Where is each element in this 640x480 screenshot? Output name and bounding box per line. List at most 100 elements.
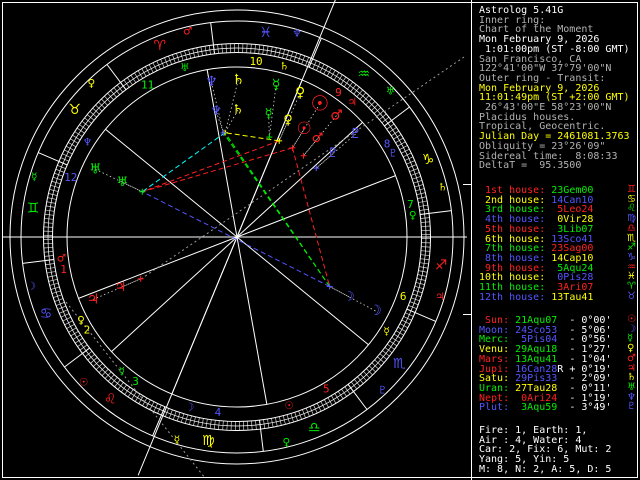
jupiter-icon: ♃ [347, 97, 356, 109]
leo-sign-icon: ♌ [104, 391, 117, 407]
sun-transit-icon: ☉ [311, 92, 330, 116]
house-number: 2 [84, 323, 91, 336]
venu-transit-icon: ♀ [295, 85, 305, 101]
uranus-icon: ♅ [627, 381, 636, 393]
aries-sign-icon: ♈ [154, 38, 167, 54]
saturn-icon: ♄ [438, 182, 447, 194]
planet-row: Mars: 13Aqu41 - 1°04' ♂ [479, 352, 636, 365]
moon-icon: ☽ [185, 402, 194, 414]
merc-transit-icon: ☿ [272, 77, 281, 93]
sign-boundary-line [258, 420, 264, 452]
capricorn-icon: ♑ [627, 251, 636, 263]
house-cusp-line [236, 175, 396, 238]
house-number: 5 [323, 383, 330, 396]
libra-icon: ♎ [627, 222, 636, 234]
info-line: Mon February 9, 2026 [479, 82, 600, 94]
info-line: 11:01:49pm (ST +2:00 GMT) [479, 92, 630, 104]
planet-row: Jupi: 16Can28R + 0°19' ♃ [479, 362, 636, 375]
info-line: San Francisco, CA [479, 53, 582, 65]
house-cusp-row: 6th house: 13Sco41 ♏ [479, 232, 636, 245]
mars-icon: ♂ [627, 352, 636, 364]
house-cusp-line [206, 69, 238, 238]
pointer-line [224, 79, 239, 133]
sign-boundary-line [22, 258, 54, 264]
info-line: 122°41'00"W 37°79'00"N [479, 63, 612, 75]
neptune-icon: ♆ [627, 391, 636, 403]
pointer-line [92, 278, 141, 300]
info-line: 26°43'00"E 58°23'00"N [479, 102, 612, 113]
merc-natal-icon: ☿ [265, 107, 273, 122]
house-cusp-row: 12th house: 13Tau41 ♉ [479, 290, 636, 303]
venus-icon: ♀ [627, 343, 635, 355]
moon-icon: ☽ [627, 323, 636, 335]
planet-row: Plut: 3Aqu59 - 3°49' ♇ [479, 401, 636, 414]
info-line: Astrolog 5.41G [479, 5, 564, 16]
aries-icon: ♈ [627, 281, 636, 292]
house-cusp-row: 2nd house: 14Can10 ♋ [479, 193, 636, 206]
uranus-icon: ♅ [180, 62, 189, 74]
aspect-line-moon-satu [224, 132, 331, 287]
sign-boundary-line [384, 106, 410, 127]
venu-natal-icon: ♀ [283, 113, 293, 128]
sign-boundary-line [210, 22, 216, 54]
house-cusp-row: 9th house: 5Aqu24 ♒ [479, 261, 636, 274]
house-cusp-line [236, 236, 268, 405]
sun-icon: ☉ [284, 400, 293, 412]
venus-icon: ♀ [77, 315, 85, 327]
pointer-line [292, 103, 321, 149]
house-cusp-row: 1st house: 23Gem00 ♊ [479, 184, 636, 196]
house-number: 9 [335, 86, 342, 99]
jupi-transit-icon: ♃ [87, 292, 100, 308]
stats-line: Car: 2, Fix: 6, Mut: 2 [479, 444, 612, 456]
sign-boundary-line [347, 384, 368, 410]
nept-natal-icon: ♆ [210, 104, 222, 119]
house-cusp-line [236, 121, 363, 238]
jupi-natal-icon: ♃ [115, 280, 127, 295]
info-line: Chart of the Moment [479, 24, 594, 36]
planet-row: Nept: 0Ari24 - 1°19' ♆ [479, 391, 636, 404]
info-line: Tropical, Geocentric. [479, 121, 606, 133]
aspect-line-sun-moon [291, 147, 331, 287]
cancer-sign-icon: ♋ [40, 306, 53, 322]
house-cusp-row: 4th house: 0Vir28 ♍ [479, 213, 636, 226]
satu-transit-icon: ♄ [232, 72, 245, 88]
stats-line: Fire: 1, Earth: 1, [479, 425, 588, 436]
house-cusp-row: 7th house: 23Sag00 ♐ [479, 242, 636, 255]
uran-transit-icon: ♅ [89, 161, 102, 177]
pluto-icon: ♇ [627, 401, 636, 413]
aquarius-icon: ♒ [627, 261, 636, 273]
info-line: Placidus houses. [479, 111, 576, 123]
virgo-sign-icon: ♍ [202, 433, 215, 449]
sun-icon: ☉ [79, 377, 88, 389]
pointer-line [303, 115, 337, 157]
house-number: 1 [60, 263, 67, 276]
planet-row: Uran: 27Tau28 - 0°11' ♅ [479, 381, 636, 394]
aspect-line-venu-satu [224, 132, 280, 142]
stats-line: Yang: 5, Yin: 5 [479, 454, 570, 466]
aspect-line-sun-uran [142, 147, 293, 193]
plut-natal-icon: ♇ [327, 146, 339, 161]
nept-transit-icon: ♆ [205, 74, 218, 90]
pointer-line [95, 168, 143, 193]
virgo-icon: ♍ [627, 213, 636, 225]
sign-boundary-line [37, 152, 68, 166]
pluto-icon: ♇ [388, 147, 397, 159]
gemini-icon: ♊ [627, 184, 636, 195]
saturn-icon: ♄ [627, 372, 636, 384]
pointer-line [224, 109, 239, 133]
sign-boundary-line [308, 37, 322, 68]
gemini-sign-icon: ♊ [27, 200, 40, 216]
house-number: 12 [64, 171, 77, 184]
stats-line: Air : 4, Water: 4 [479, 434, 582, 446]
uranus-icon: ♅ [386, 85, 395, 97]
house-cusp-line [236, 236, 369, 346]
saturn-icon: ♄ [280, 60, 289, 72]
info-line: 1:01:00pm (ST -8:00 GMT) [479, 43, 630, 55]
moon-transit-icon: ☽ [369, 303, 382, 319]
house-number: 3 [132, 375, 139, 388]
house-number: 10 [249, 55, 262, 68]
scorpio-icon: ♏ [627, 232, 636, 244]
transit-ray-line [140, 56, 465, 280]
pointer-line [210, 82, 224, 133]
